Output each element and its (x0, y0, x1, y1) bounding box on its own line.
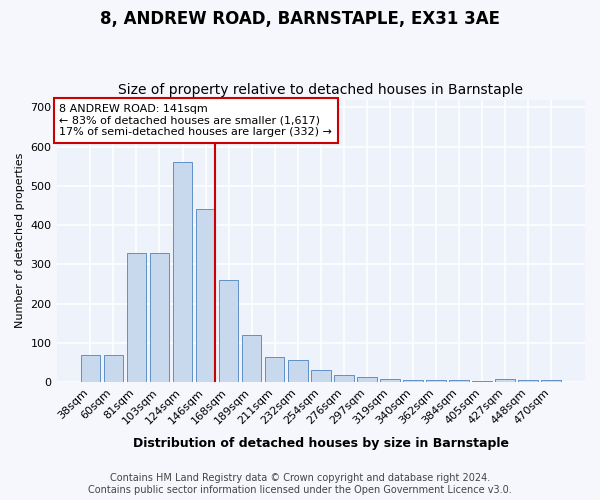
Bar (104, 354, 123, 382)
Bar (541, 380, 561, 382)
Bar (80, 354, 100, 382)
Title: Size of property relative to detached houses in Barnstaple: Size of property relative to detached ho… (118, 83, 523, 97)
Bar (173, 162, 193, 382)
Bar (449, 380, 469, 382)
Bar (196, 210, 215, 382)
Bar (357, 378, 377, 382)
Bar (380, 379, 400, 382)
Bar (311, 370, 331, 382)
Y-axis label: Number of detached properties: Number of detached properties (15, 153, 25, 328)
Bar (426, 380, 446, 382)
Bar (127, 252, 146, 382)
Bar (242, 335, 262, 382)
Bar (219, 280, 238, 382)
Text: Contains HM Land Registry data © Crown copyright and database right 2024.
Contai: Contains HM Land Registry data © Crown c… (88, 474, 512, 495)
Bar (518, 380, 538, 382)
X-axis label: Distribution of detached houses by size in Barnstaple: Distribution of detached houses by size … (133, 437, 509, 450)
Text: 8 ANDREW ROAD: 141sqm
← 83% of detached houses are smaller (1,617)
17% of semi-d: 8 ANDREW ROAD: 141sqm ← 83% of detached … (59, 104, 332, 137)
Bar (496, 379, 515, 382)
Text: 8, ANDREW ROAD, BARNSTAPLE, EX31 3AE: 8, ANDREW ROAD, BARNSTAPLE, EX31 3AE (100, 10, 500, 28)
Bar (288, 360, 308, 382)
Bar (149, 252, 169, 382)
Bar (334, 375, 353, 382)
Bar (265, 356, 284, 382)
Bar (472, 381, 492, 382)
Bar (403, 380, 423, 382)
